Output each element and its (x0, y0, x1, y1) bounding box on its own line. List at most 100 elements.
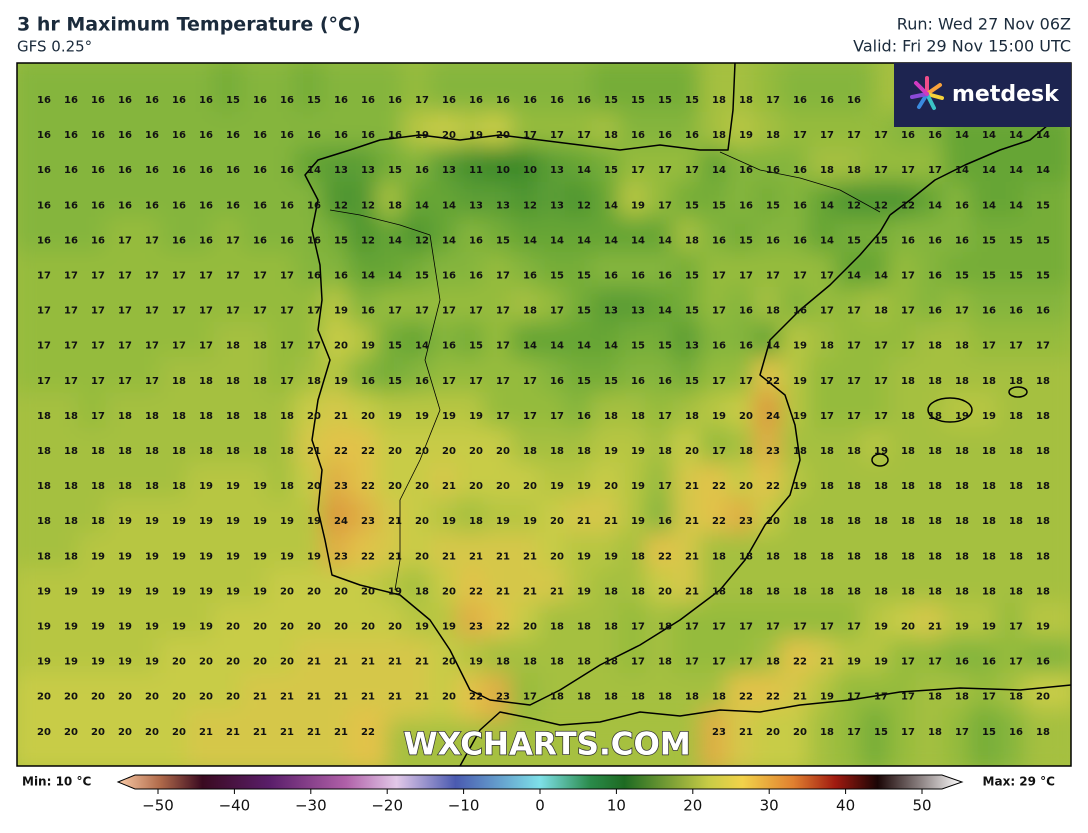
grid-value: 21 (685, 551, 699, 562)
grid-value: 21 (415, 657, 429, 668)
grid-value: 17 (172, 306, 186, 317)
grid-value: 16 (145, 200, 159, 211)
grid-value: 20 (415, 551, 429, 562)
grid-value: 19 (199, 551, 213, 562)
max-label: Max: 29 °C (983, 775, 1056, 789)
grid-value: 17 (820, 130, 834, 141)
grid-value: 18 (64, 481, 78, 492)
grid-value: 16 (577, 411, 591, 422)
watermark: WXCHARTS.COM (403, 727, 690, 763)
grid-value: 17 (388, 306, 402, 317)
colorbar-ticks: −50 −40 −30 −20 −10 0 10 20 30 40 50 (142, 789, 932, 815)
grid-value: 17 (37, 306, 51, 317)
grid-value: 18 (820, 481, 834, 492)
grid-value: 17 (1009, 657, 1023, 668)
grid-value: 16 (280, 235, 294, 246)
grid-value: 17 (199, 271, 213, 282)
grid-value: 17 (847, 692, 861, 703)
grid-value: 18 (658, 622, 672, 633)
grid-value: 16 (469, 271, 483, 282)
grid-value: 13 (496, 200, 510, 211)
grid-value: 17 (631, 657, 645, 668)
grid-value: 16 (37, 200, 51, 211)
grid-value: 17 (658, 481, 672, 492)
grid-value: 19 (91, 586, 105, 597)
grid-value: 17 (91, 271, 105, 282)
grid-value: 16 (64, 235, 78, 246)
grid-value: 16 (253, 235, 267, 246)
grid-value: 20 (550, 551, 564, 562)
grid-value: 15 (550, 271, 564, 282)
grid-value: 16 (307, 130, 321, 141)
grid-value: 18 (766, 586, 780, 597)
colorbar-tick-label: 50 (912, 797, 931, 815)
grid-value: 20 (118, 727, 132, 738)
grid-value: 17 (1036, 341, 1050, 352)
temperature-field (17, 63, 1071, 766)
grid-value: 17 (874, 411, 888, 422)
grid-value: 13 (604, 306, 618, 317)
grid-value: 18 (172, 376, 186, 387)
grid-value: 20 (739, 411, 753, 422)
grid-value: 20 (37, 727, 51, 738)
grid-value: 17 (739, 271, 753, 282)
grid-value: 18 (631, 692, 645, 703)
grid-value: 20 (442, 130, 456, 141)
grid-value: 18 (604, 692, 618, 703)
grid-value: 17 (145, 376, 159, 387)
grid-value: 18 (793, 551, 807, 562)
grid-value: 17 (955, 727, 969, 738)
grid-value: 17 (199, 341, 213, 352)
grid-value: 19 (469, 657, 483, 668)
border (329, 151, 881, 591)
grid-value: 17 (820, 376, 834, 387)
grid-value: 15 (847, 235, 861, 246)
grid-value: 18 (1036, 411, 1050, 422)
grid-value: 14 (1009, 165, 1023, 176)
grid-value: 18 (901, 516, 915, 527)
grid-value: 13 (685, 341, 699, 352)
grid-value: 17 (118, 271, 132, 282)
grid-value: 19 (199, 516, 213, 527)
grid-value: 16 (550, 95, 564, 106)
grid-value: 16 (469, 235, 483, 246)
grid-value: 20 (307, 622, 321, 633)
grid-value: 15 (658, 95, 672, 106)
grid-value: 16 (199, 235, 213, 246)
grid-value: 14 (1009, 200, 1023, 211)
grid-value: 19 (64, 622, 78, 633)
grid-value: 17 (496, 376, 510, 387)
grid-value: 18 (91, 446, 105, 457)
grid-value: 18 (820, 586, 834, 597)
grid-value: 22 (361, 727, 375, 738)
grid-value: 18 (847, 586, 861, 597)
ibiza (871, 453, 889, 467)
grid-value: 16 (388, 130, 402, 141)
grid-value: 18 (145, 446, 159, 457)
grid-value: 21 (199, 727, 213, 738)
grid-value: 15 (685, 95, 699, 106)
grid-value: 19 (226, 481, 240, 492)
grid-value: 21 (442, 551, 456, 562)
grid-value: 20 (523, 622, 537, 633)
grid-value: 20 (307, 411, 321, 422)
grid-value: 14 (415, 200, 429, 211)
grid-value: 17 (901, 727, 915, 738)
grid-value: 17 (739, 622, 753, 633)
grid-value: 15 (577, 306, 591, 317)
grid-value: 18 (685, 692, 699, 703)
grid-value: 20 (253, 622, 267, 633)
grid-value: 17 (901, 306, 915, 317)
grid-value: 18 (604, 411, 618, 422)
menorca (1008, 386, 1028, 398)
grid-value: 16 (793, 200, 807, 211)
grid-value: 18 (523, 306, 537, 317)
grid-value: 16 (1009, 306, 1023, 317)
colorbar-tick-label: −20 (371, 797, 403, 815)
grid-value: 16 (766, 165, 780, 176)
grid-value: 18 (955, 341, 969, 352)
grid-value: 15 (388, 376, 402, 387)
grid-value: 16 (64, 130, 78, 141)
grid-value: 16 (172, 235, 186, 246)
grid-value: 12 (415, 235, 429, 246)
